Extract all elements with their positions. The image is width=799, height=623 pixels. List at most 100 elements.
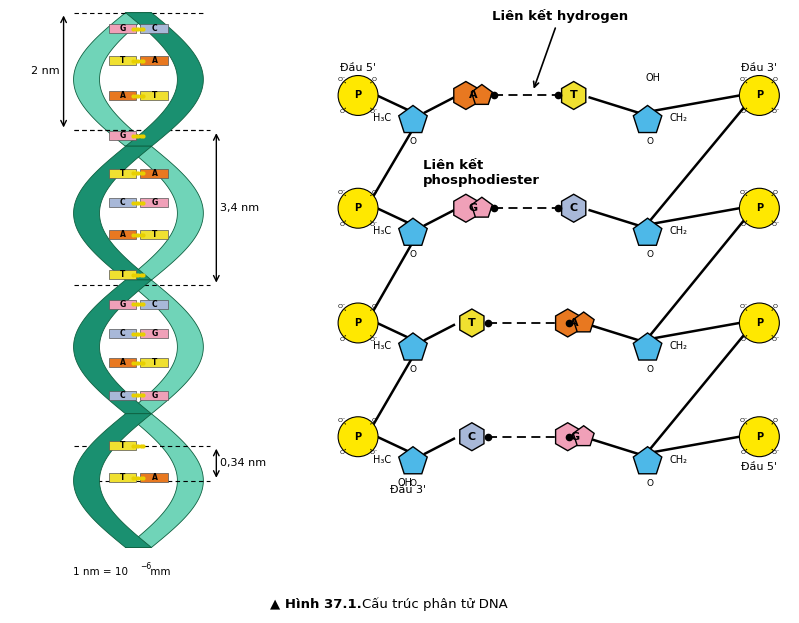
Text: O: O [409,250,416,259]
Bar [109,230,137,239]
Circle shape [739,303,779,343]
Bar [109,169,137,178]
Bar [109,131,137,140]
Text: A: A [152,473,157,482]
Bar [109,391,137,399]
Text: O: O [741,222,745,227]
Text: O: O [646,138,653,146]
Text: P: P [355,432,362,442]
Text: P: P [355,203,362,213]
Bar [109,56,137,65]
Polygon shape [459,423,484,450]
Polygon shape [399,333,427,360]
Text: O: O [773,305,778,310]
Circle shape [739,75,779,115]
Text: CH₂: CH₂ [670,226,687,236]
Text: O: O [340,109,344,114]
Text: O: O [409,365,416,374]
Text: C: C [152,24,157,33]
Text: O⁻: O⁻ [338,418,346,423]
Bar [141,391,169,399]
Text: G: G [119,300,125,308]
Polygon shape [562,194,586,222]
Circle shape [338,75,378,115]
Polygon shape [74,280,152,414]
Polygon shape [634,105,662,133]
Polygon shape [74,146,152,280]
Text: O: O [372,305,376,310]
Text: C: C [570,203,578,213]
Text: O: O [773,189,778,195]
Text: O: O [741,336,745,341]
Bar [141,473,169,482]
Polygon shape [399,218,427,245]
Text: H₃C: H₃C [373,226,391,236]
Polygon shape [125,146,203,280]
Text: T: T [468,318,475,328]
Text: 3,4 nm: 3,4 nm [221,203,260,213]
Bar [141,169,169,178]
Circle shape [338,188,378,228]
Text: 2 nm: 2 nm [31,67,60,77]
Bar [109,329,137,338]
Text: C: C [120,329,125,338]
Text: O⁻: O⁻ [338,305,346,310]
Polygon shape [573,426,594,445]
Bar [109,270,137,279]
Text: O⁻: O⁻ [370,336,378,341]
Bar [141,56,169,65]
Text: O: O [646,250,653,259]
Text: O⁻: O⁻ [370,450,378,455]
Text: O: O [372,189,376,195]
Bar [141,230,169,239]
Text: A: A [120,91,125,100]
Text: OH: OH [645,72,660,82]
Text: A: A [152,56,157,65]
Text: A: A [120,358,125,368]
Polygon shape [634,218,662,245]
Polygon shape [125,414,203,548]
Text: G: G [151,198,157,207]
Text: Đầu 5': Đầu 5' [340,62,376,72]
Text: C: C [120,391,125,399]
Text: CH₂: CH₂ [670,113,687,123]
Text: G: G [119,131,125,140]
Circle shape [739,188,779,228]
Text: mm: mm [148,568,171,578]
Text: O⁻: O⁻ [771,222,780,227]
Text: P: P [756,318,763,328]
Text: O⁻: O⁻ [771,109,780,114]
Text: ▲ Hình 37.1.: ▲ Hình 37.1. [270,598,362,611]
Text: −6: −6 [141,563,152,571]
Text: O: O [372,77,376,82]
Text: Đầu 3': Đầu 3' [390,485,426,495]
Text: OH: OH [397,478,412,488]
Polygon shape [573,312,594,332]
Text: Liên kết hydrogen: Liên kết hydrogen [491,9,628,87]
Text: G: G [468,203,478,213]
Bar [109,198,137,207]
Text: O: O [646,478,653,488]
Text: O: O [409,478,416,488]
Text: O⁻: O⁻ [338,189,346,195]
Text: G: G [151,329,157,338]
Bar [141,358,169,368]
Polygon shape [634,333,662,360]
Text: Liên kết
phosphodiester: Liên kết phosphodiester [423,159,540,188]
Text: O⁻: O⁻ [739,77,747,82]
Text: P: P [756,432,763,442]
Polygon shape [125,12,203,146]
Text: O⁻: O⁻ [771,450,780,455]
Text: G: G [151,391,157,399]
Text: T: T [120,270,125,279]
Text: O: O [372,418,376,423]
Bar [109,91,137,100]
Text: T: T [152,230,157,239]
Text: T: T [570,90,578,100]
Text: O: O [741,109,745,114]
Text: A: A [468,90,477,100]
Bar [109,300,137,308]
Text: G: G [570,432,579,442]
Text: G: G [119,24,125,33]
Text: P: P [756,203,763,213]
